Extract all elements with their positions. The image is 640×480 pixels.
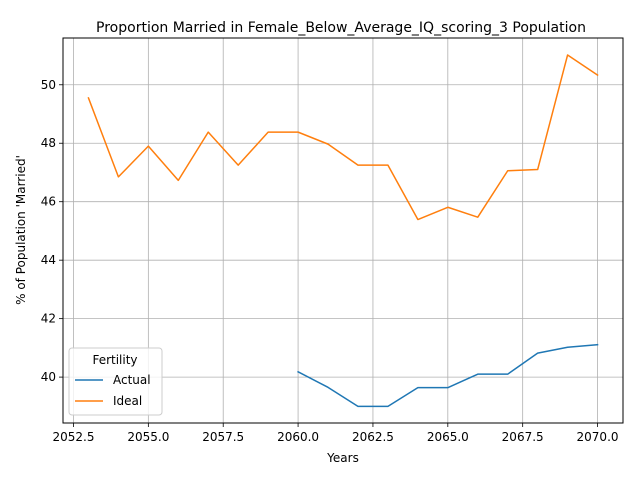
x-tick-label: 2055.0 (127, 430, 169, 444)
y-axis-label: % of Population 'Married' (14, 155, 28, 305)
y-tick-label: 50 (41, 78, 56, 92)
grid-layer (63, 38, 623, 423)
legend: Fertility Actual Ideal (68, 347, 163, 416)
x-tick-label: 2062.5 (352, 430, 394, 444)
legend-title: Fertility (92, 353, 137, 367)
x-tick-label: 2070.0 (577, 430, 619, 444)
y-tick-label: 44 (41, 253, 56, 267)
legend-box (68, 347, 163, 416)
x-tick-label: 2057.5 (202, 430, 244, 444)
x-axis-label: Years (326, 451, 359, 465)
y-tick-label: 40 (41, 370, 56, 384)
series-line-actual (297, 343, 599, 408)
y-tick-label: 46 (41, 195, 56, 209)
x-tick-label: 2067.5 (502, 430, 544, 444)
y-tick-label: 42 (41, 312, 56, 326)
legend-label-actual: Actual (113, 373, 151, 387)
series-line-ideal (87, 54, 599, 221)
series-layer (87, 54, 599, 408)
x-tick-label: 2060.0 (277, 430, 319, 444)
tick-layer: 2052.5 2055.0 2057.5 2060.0 2062.5 2065.0 2067… (41, 78, 619, 444)
y-tick-label: 48 (41, 136, 56, 150)
chart-title: Proportion Married in Female_Below_Avera… (96, 20, 586, 36)
legend-label-ideal: Ideal (113, 394, 142, 408)
x-tick-label: 2052.5 (52, 430, 94, 444)
x-tick-label: 2065.0 (427, 430, 469, 444)
plot-frame (62, 37, 624, 424)
